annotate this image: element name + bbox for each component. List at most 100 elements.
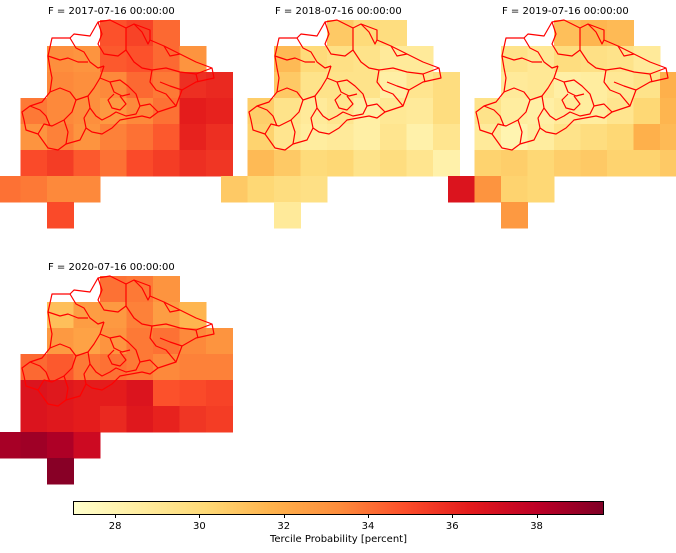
grid-cell bbox=[206, 150, 233, 177]
colorbar-gradient bbox=[73, 501, 604, 515]
grid-cell bbox=[179, 72, 207, 99]
region-border bbox=[87, 77, 141, 121]
region-border bbox=[133, 279, 151, 301]
grid-cell bbox=[153, 124, 180, 151]
region-border bbox=[133, 23, 151, 45]
grid-cell bbox=[100, 354, 127, 381]
grid-cell bbox=[607, 20, 634, 47]
grid-cell bbox=[20, 380, 48, 407]
grid-cell bbox=[47, 432, 74, 459]
grid-cell bbox=[47, 150, 74, 177]
grid-cell bbox=[501, 46, 528, 73]
grid-cell bbox=[47, 380, 74, 407]
colorbar: 28 30 32 34 36 38 Tercile Probability [percen… bbox=[73, 501, 604, 545]
region-border bbox=[47, 311, 88, 319]
region-border bbox=[587, 23, 605, 45]
region-border bbox=[125, 49, 213, 75]
grid-cell bbox=[0, 432, 21, 459]
grid-cell bbox=[100, 150, 127, 177]
grid-cell bbox=[47, 98, 74, 125]
grid-cell bbox=[126, 72, 154, 99]
region-border bbox=[83, 363, 91, 385]
grid-cell bbox=[153, 276, 180, 303]
grid-cell bbox=[501, 98, 528, 125]
grid-cell bbox=[474, 176, 502, 203]
grid-cell bbox=[501, 150, 528, 177]
grid-cell bbox=[100, 20, 127, 47]
grid-cell bbox=[206, 98, 233, 125]
grid-cell bbox=[100, 98, 127, 125]
grid-cell bbox=[179, 98, 207, 125]
grid-cell bbox=[179, 406, 207, 433]
grid-cell bbox=[660, 124, 676, 151]
region-border bbox=[264, 87, 304, 135]
region-border bbox=[541, 77, 595, 121]
grid-cell bbox=[153, 150, 180, 177]
grid-cell bbox=[247, 176, 275, 203]
grid-cell bbox=[380, 150, 407, 177]
grid-cell bbox=[660, 98, 676, 125]
grid-cell bbox=[274, 176, 301, 203]
region-border bbox=[69, 37, 105, 69]
region-border bbox=[360, 23, 378, 45]
grid-cell bbox=[20, 354, 48, 381]
grid-cell bbox=[327, 46, 354, 73]
colorbar-tick bbox=[368, 515, 369, 518]
grid-cell bbox=[47, 302, 74, 329]
grid-cell bbox=[73, 46, 101, 73]
grid-cell bbox=[554, 124, 581, 151]
grid-cell bbox=[554, 20, 581, 47]
grid-cell bbox=[474, 150, 502, 177]
grid-cell bbox=[527, 72, 555, 99]
tercile-map bbox=[0, 275, 233, 485]
region-border bbox=[537, 107, 545, 129]
grid-cell bbox=[126, 98, 154, 125]
country-border bbox=[21, 19, 215, 151]
region-border bbox=[491, 87, 531, 135]
grid-cell bbox=[206, 72, 233, 99]
grid-cell bbox=[353, 72, 381, 99]
region-border bbox=[125, 305, 213, 331]
grid-cell bbox=[580, 150, 608, 177]
grid-cell bbox=[126, 124, 154, 151]
region-border bbox=[159, 81, 183, 91]
grid-cell bbox=[100, 380, 127, 407]
grid-cell bbox=[433, 124, 460, 151]
region-border bbox=[37, 87, 77, 135]
region-border bbox=[501, 55, 542, 63]
grid-cell bbox=[73, 72, 101, 99]
region-border bbox=[603, 69, 631, 107]
country-border bbox=[475, 19, 669, 151]
grid-cell bbox=[274, 124, 301, 151]
region-border bbox=[579, 49, 667, 75]
grid-cell bbox=[580, 98, 608, 125]
region-border bbox=[63, 119, 69, 145]
grid-cell bbox=[126, 328, 154, 355]
region-border bbox=[366, 103, 386, 113]
grid-cell bbox=[221, 176, 248, 203]
grid-cells bbox=[448, 20, 676, 229]
grid-cell bbox=[660, 150, 676, 177]
grid-cell bbox=[527, 150, 555, 177]
admin-borders bbox=[21, 19, 215, 151]
region-border bbox=[386, 81, 410, 91]
panel-title: F = 2020-07-16 00:00:00 bbox=[48, 262, 175, 273]
region-border bbox=[561, 93, 581, 111]
region-border bbox=[529, 65, 559, 101]
grid-cell bbox=[580, 72, 608, 99]
grid-cell bbox=[554, 46, 581, 73]
region-border bbox=[107, 93, 127, 111]
grid-cell bbox=[100, 124, 127, 151]
region-border bbox=[617, 45, 635, 57]
grid-cell bbox=[47, 46, 74, 73]
region-border bbox=[47, 55, 88, 63]
grid-cells bbox=[0, 276, 233, 485]
grid-cell bbox=[327, 20, 354, 47]
region-border bbox=[593, 103, 613, 113]
grid-cell bbox=[206, 380, 233, 407]
region-border bbox=[139, 103, 159, 113]
grid-cell bbox=[406, 98, 434, 125]
grid-cell bbox=[406, 124, 434, 151]
region-border bbox=[310, 107, 318, 129]
grid-cell bbox=[47, 458, 74, 485]
